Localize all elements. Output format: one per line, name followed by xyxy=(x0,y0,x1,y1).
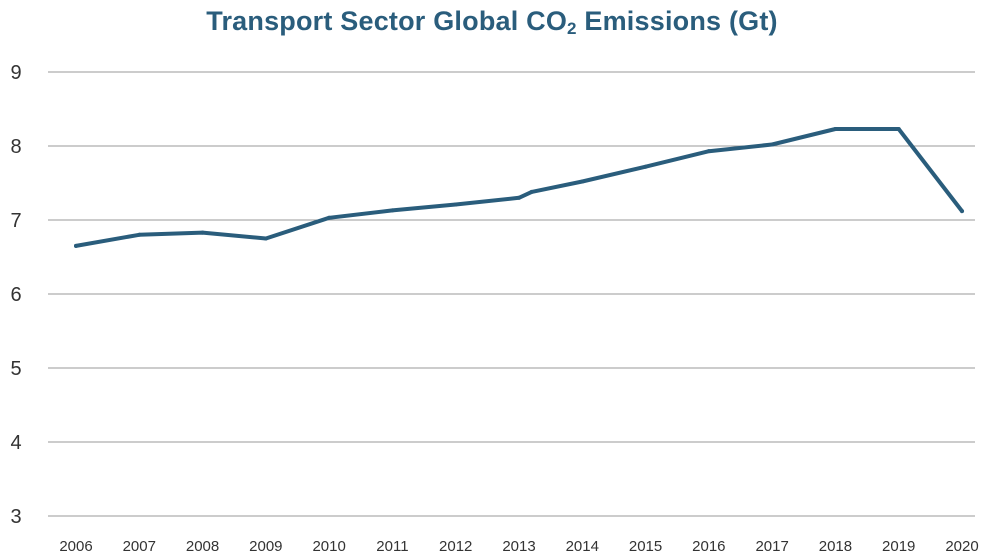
x-axis-ticks: 2006 2007 2008 2009 2010 2011 2012 2013 2014 2015… xyxy=(59,538,978,555)
data-point xyxy=(643,164,648,169)
data-point xyxy=(327,215,332,220)
data-point xyxy=(263,236,268,241)
gridlines xyxy=(48,71,975,517)
y-tick-label: 3 xyxy=(10,506,21,528)
y-tick-label: 6 xyxy=(10,284,21,306)
series-layer xyxy=(74,126,964,248)
x-tick-label: 2013 xyxy=(502,538,535,555)
data-point xyxy=(74,243,78,248)
x-tick-label: 2015 xyxy=(629,538,662,555)
x-tick-label: 2007 xyxy=(123,538,156,555)
chart-title: Transport Sector Global CO2 Emissions (G… xyxy=(0,6,984,39)
data-point xyxy=(833,126,838,131)
data-point xyxy=(200,230,205,235)
x-tick-label: 2017 xyxy=(755,538,788,555)
data-point xyxy=(137,232,142,237)
data-point xyxy=(770,142,775,147)
data-point xyxy=(706,149,711,154)
y-tick-label: 9 xyxy=(10,62,21,84)
data-point xyxy=(529,189,534,194)
data-point xyxy=(453,202,458,207)
data-point xyxy=(896,126,901,131)
chart-title-subscript: 2 xyxy=(567,19,577,38)
chart-title-suffix: Emissions (Gt) xyxy=(576,6,778,36)
x-tick-label: 2010 xyxy=(312,538,345,555)
data-point xyxy=(517,195,521,200)
data-point xyxy=(960,209,964,214)
y-tick-label: 8 xyxy=(10,136,21,158)
x-tick-label: 2011 xyxy=(376,538,408,555)
series-line-0 xyxy=(74,127,964,248)
x-tick-label: 2008 xyxy=(186,538,219,555)
data-point xyxy=(580,179,585,184)
x-tick-label: 2006 xyxy=(59,538,92,555)
x-tick-label: 2016 xyxy=(692,538,725,555)
x-tick-label: 2009 xyxy=(249,538,282,555)
y-tick-label: 4 xyxy=(10,432,21,454)
x-tick-label: 2014 xyxy=(566,538,599,555)
chart-title-prefix: Transport Sector Global CO xyxy=(206,6,568,36)
data-point xyxy=(390,208,395,213)
x-tick-label: 2019 xyxy=(882,538,915,555)
x-tick-label: 2020 xyxy=(945,538,978,555)
y-tick-label: 7 xyxy=(10,210,21,232)
x-tick-label: 2012 xyxy=(439,538,472,555)
y-axis-ticks: 3 4 5 6 7 8 9 xyxy=(10,62,21,528)
y-tick-label: 5 xyxy=(10,358,21,380)
x-tick-label: 2018 xyxy=(819,538,852,555)
